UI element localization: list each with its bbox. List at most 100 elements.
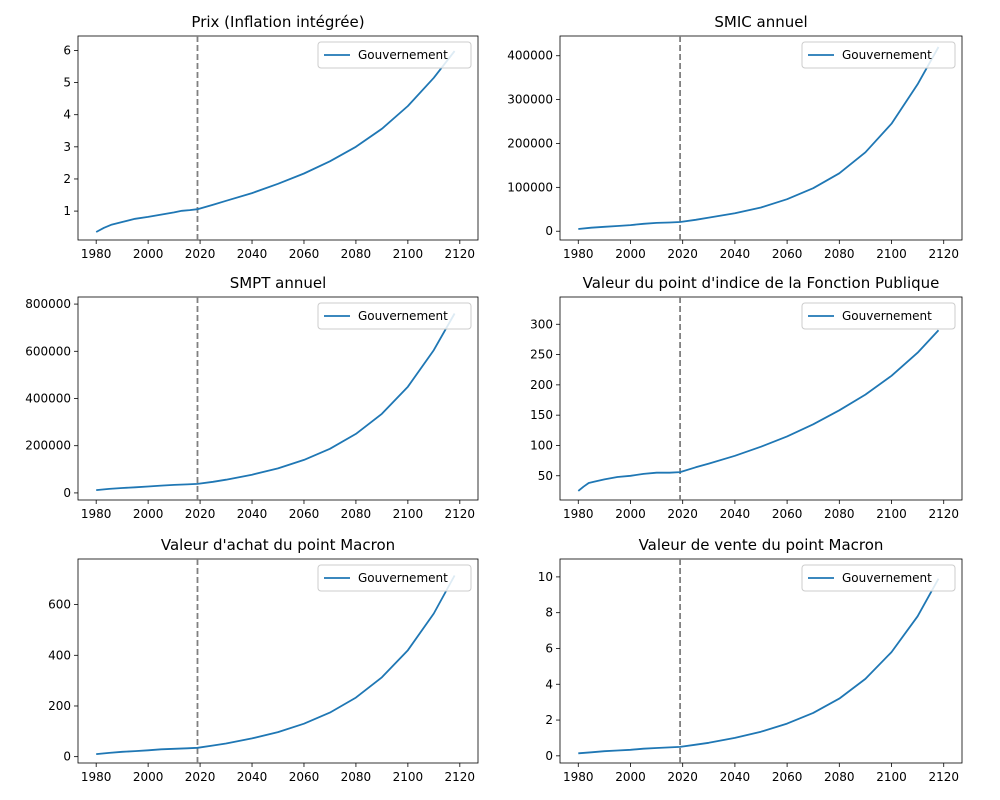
subplot-5: Valeur de vente du point Macron 1980 2000 2… (538, 536, 963, 784)
y-tick-label: 0 (63, 486, 71, 500)
x-tick-label: 2000 (133, 247, 164, 261)
x-tick-label: 2040 (720, 770, 751, 784)
x-tick-label: 2100 (393, 247, 424, 261)
y-tick-label: 10 (538, 570, 553, 584)
y-tick-label: 0 (545, 749, 553, 763)
y-tick-label: 200 (48, 699, 71, 713)
x-tick-label: 2000 (615, 770, 646, 784)
x-tick-label: 2040 (237, 770, 268, 784)
x-tick-label: 2100 (876, 770, 907, 784)
legend-box (801, 41, 956, 69)
y-tick-label: 4 (545, 677, 553, 691)
x-tick-label: 2080 (341, 770, 372, 784)
subplot-1: SMIC annuel 1980 2000 2020 2040 2060 2080 2100 2… (507, 13, 963, 261)
y-tick-label: 400 (48, 648, 71, 662)
x-tick-label: 2020 (185, 507, 216, 521)
legend-label: Gouvernement (842, 571, 932, 585)
x-tick-label: 2100 (876, 247, 907, 261)
series-line-gouvernement (95, 50, 456, 233)
y-tick-label: 600000 (25, 344, 71, 358)
x-tick-label: 2000 (133, 507, 164, 521)
axes-frame (77, 558, 479, 764)
y-tick-label: 50 (538, 469, 553, 483)
x-tick-label: 1980 (81, 247, 112, 261)
y-tick-label: 8 (545, 606, 553, 620)
x-tick-label: 2040 (237, 247, 268, 261)
subplot-0: Prix (Inflation intégrée) 1980 2000 2020 204… (63, 13, 479, 261)
x-tick-label: 2080 (341, 247, 372, 261)
x-tick-label: 2120 (445, 507, 476, 521)
axes-frame (559, 558, 963, 764)
legend-label: Gouvernement (358, 48, 448, 62)
legend: Gouvernement (801, 41, 956, 69)
x-tick-label: 2040 (237, 507, 268, 521)
x-tick-label: 2000 (133, 770, 164, 784)
x-tick-label: 2080 (824, 507, 855, 521)
x-tick-label: 2060 (772, 247, 803, 261)
legend-box (801, 564, 956, 592)
y-tick-label: 3 (63, 140, 71, 154)
y-tick-label: 300000 (507, 93, 553, 107)
x-tick-label: 2120 (928, 770, 959, 784)
y-tick-label: 6 (63, 43, 71, 57)
x-tick-label: 2100 (876, 507, 907, 521)
x-tick-label: 2020 (185, 247, 216, 261)
legend: Gouvernement (317, 302, 472, 330)
y-tick-label: 300 (530, 317, 553, 331)
x-tick-label: 1980 (563, 770, 594, 784)
y-tick-label: 0 (545, 224, 553, 238)
legend-box (317, 41, 472, 69)
y-tick-label: 5 (63, 76, 71, 90)
x-tick-label: 2060 (289, 507, 320, 521)
x-tick-label: 2000 (615, 507, 646, 521)
x-tick-label: 2020 (185, 770, 216, 784)
axes-frame (77, 35, 479, 241)
subplot-title: SMPT annuel (230, 274, 327, 292)
x-tick-label: 2120 (928, 507, 959, 521)
y-tick-label: 400000 (25, 392, 71, 406)
y-tick-label: 200 (530, 378, 553, 392)
y-tick-label: 2 (63, 172, 71, 186)
subplot-title: Valeur du point d'indice de la Fonction … (583, 274, 940, 292)
legend: Gouvernement (801, 564, 956, 592)
y-tick-label: 200000 (25, 439, 71, 453)
x-tick-label: 2020 (667, 770, 698, 784)
subplot-title: Valeur de vente du point Macron (639, 536, 884, 554)
x-tick-label: 1980 (563, 507, 594, 521)
x-tick-label: 2060 (289, 247, 320, 261)
axes-frame (559, 35, 963, 241)
legend-box (317, 302, 472, 330)
x-tick-label: 2040 (720, 507, 751, 521)
legend-label: Gouvernement (842, 309, 932, 323)
x-tick-label: 1980 (81, 507, 112, 521)
legend-label: Gouvernement (358, 571, 448, 585)
x-tick-label: 2020 (667, 247, 698, 261)
x-tick-label: 2120 (928, 247, 959, 261)
y-tick-label: 1 (63, 204, 71, 218)
legend: Gouvernement (317, 564, 472, 592)
x-tick-label: 1980 (81, 770, 112, 784)
axes-frame (559, 296, 963, 501)
x-tick-label: 2120 (445, 770, 476, 784)
y-tick-label: 800000 (25, 297, 71, 311)
x-tick-label: 1980 (563, 247, 594, 261)
subplot-3: Valeur du point d'indice de la Fonction … (530, 274, 963, 521)
y-tick-label: 400000 (507, 49, 553, 63)
series-line-gouvernement (578, 46, 940, 230)
x-tick-label: 2060 (289, 770, 320, 784)
subplot-2: SMPT annuel 1980 2000 2020 2040 2060 2080 2100 2… (25, 274, 479, 521)
x-tick-label: 2040 (720, 247, 751, 261)
series-line-gouvernement (96, 575, 456, 755)
x-tick-label: 2080 (824, 770, 855, 784)
y-tick-label: 250 (530, 348, 553, 362)
y-tick-label: 0 (63, 750, 71, 764)
x-tick-label: 2100 (393, 507, 424, 521)
legend-box (801, 302, 956, 330)
series-line-gouvernement (578, 578, 940, 755)
y-tick-label: 6 (545, 641, 553, 655)
x-tick-label: 2100 (393, 770, 424, 784)
y-tick-label: 600 (48, 598, 71, 612)
series-line-gouvernement (577, 329, 940, 492)
